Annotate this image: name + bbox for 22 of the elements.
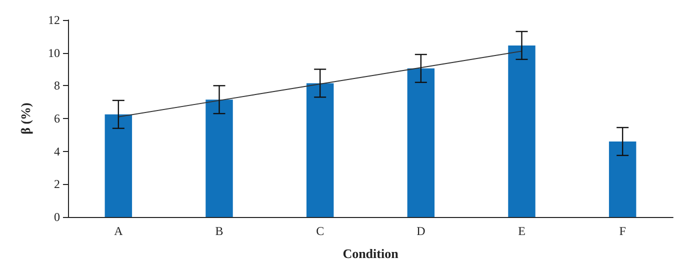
x-tick-label: A [114, 224, 124, 238]
x-axis-title: Condition [342, 246, 400, 261]
x-tick-label: F [619, 224, 626, 238]
bar [608, 141, 636, 217]
x-tick-label: E [518, 224, 526, 238]
bar [206, 100, 233, 217]
y-axis-title: β (%) [18, 102, 33, 134]
line-series [118, 50, 522, 118]
y-tick-label: 2 [54, 177, 60, 192]
bar [104, 114, 132, 217]
x-tick-label: D [416, 224, 426, 238]
y-tick-label: 6 [54, 112, 60, 126]
x-tick-label: B [215, 224, 224, 238]
y-tick-label: 12 [48, 13, 60, 27]
bar [508, 45, 536, 217]
bar [407, 68, 435, 217]
y-tick-label: 10 [48, 46, 60, 60]
x-tick-label: C [316, 224, 324, 238]
bar [306, 83, 334, 217]
y-tick-label: 0 [54, 210, 60, 224]
y-tick-label: 4 [54, 144, 60, 158]
y-tick-label: 8 [54, 78, 60, 93]
